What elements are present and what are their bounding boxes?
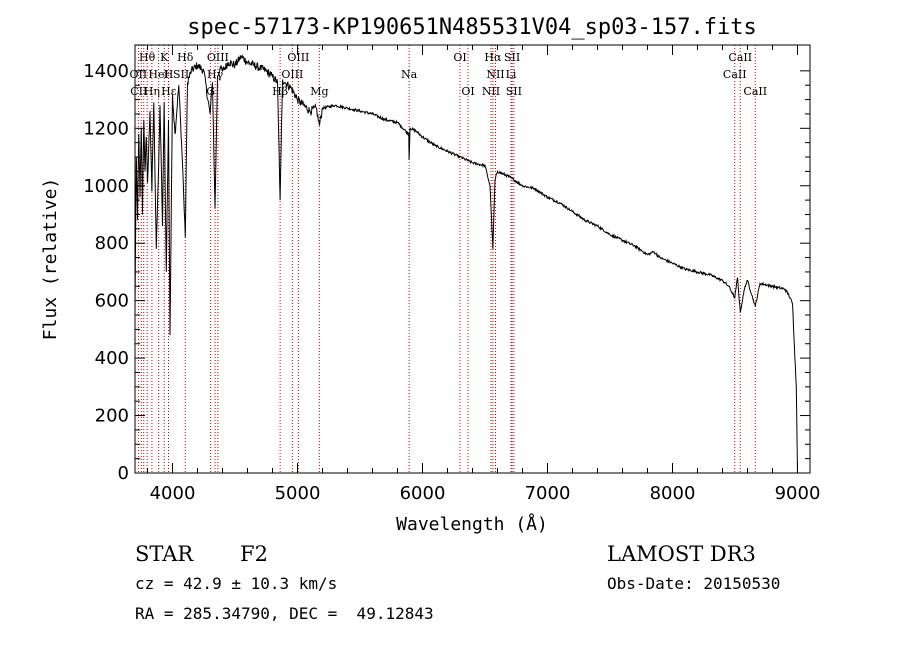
x-tick-label-2: 6000 (400, 483, 446, 504)
annotation-label-16: Mg (310, 85, 328, 98)
annotation-label-27: CaII (723, 68, 747, 81)
obs-date: Obs-Date: 20150530 (607, 574, 780, 593)
annotation-label-1: OII (130, 68, 148, 81)
object-class: STAR (135, 542, 194, 566)
x-tick-label-4: 8000 (650, 483, 696, 504)
annotation-label-17: Na (401, 68, 418, 81)
annotation-label-12: G (206, 85, 215, 98)
y-tick-label-5: 1000 (83, 176, 129, 197)
annotation-label-14: OIII (281, 68, 303, 81)
y-tick-label-2: 400 (95, 348, 129, 369)
y-tick-label-1: 200 (95, 406, 129, 427)
annotation-label-28: CaII (743, 85, 767, 98)
x-axis: 4000 5000 6000 7000 8000 9000 (147, 45, 821, 504)
annotation-label-6: Hε (161, 85, 177, 98)
annotation-label-25: SII (506, 85, 522, 98)
series-line-spectrum (134, 53, 798, 474)
y-tick-label-0: 0 (118, 463, 129, 484)
survey-name: LAMOST DR3 (607, 542, 756, 566)
x-axis-label: Wavelength (Å) (396, 513, 548, 535)
annotation-label-19: OI (461, 85, 474, 98)
y-axis-label: Flux (relative) (40, 178, 61, 341)
annotation-label-15: Hβ (272, 85, 288, 98)
chart-title: spec-57173-KP190651N485531V04_sp03-157.f… (187, 15, 757, 40)
annotation-label-24: Li (506, 68, 517, 81)
y-axis: 0 200 400 600 800 1000 1200 1400 (83, 61, 810, 484)
coordinates: RA = 285.34790, DEC = 49.12843 (135, 604, 434, 623)
annotation-label-23: SII (504, 51, 520, 64)
annotation-label-13: OIII (287, 51, 309, 64)
x-tick-label-3: 7000 (525, 483, 571, 504)
annotation-label-20: Hα (484, 51, 502, 64)
annotation-label-10: OIII (207, 51, 229, 64)
annotation-label-26: CaII (728, 51, 752, 64)
y-tick-label-4: 800 (95, 233, 129, 254)
annotation-label-9: SII (173, 68, 189, 81)
annotation-label-0: Hθ (139, 51, 156, 64)
y-tick-label-3: 600 (95, 291, 129, 312)
redshift-text: cz = 42.9 ± 10.3 km/s (135, 574, 337, 593)
y-tick-label-6: 1200 (83, 118, 129, 139)
annotation-label-8: Hδ (177, 51, 194, 64)
annotation-label-22: NII (482, 85, 500, 98)
emission-line-markers (137, 45, 756, 473)
plot-frame (134, 44, 811, 474)
object-subclass: F2 (240, 542, 268, 566)
y-tick-label-7: 1400 (83, 61, 129, 82)
annotation-label-3: Hη (144, 85, 160, 98)
annotation-label-4: HeI (148, 68, 168, 81)
annotation-label-5: K (160, 51, 169, 64)
x-tick-label-5: 9000 (775, 483, 821, 504)
annotation-label-18: OI (453, 51, 466, 64)
annotation-label-2: CII (130, 85, 147, 98)
x-tick-label-1: 5000 (275, 483, 321, 504)
x-tick-label-0: 4000 (150, 483, 196, 504)
annotation-label-7: H (164, 68, 174, 81)
annotation-label-11: Hγ (207, 68, 224, 81)
annotation-label-21: NII (486, 68, 504, 81)
